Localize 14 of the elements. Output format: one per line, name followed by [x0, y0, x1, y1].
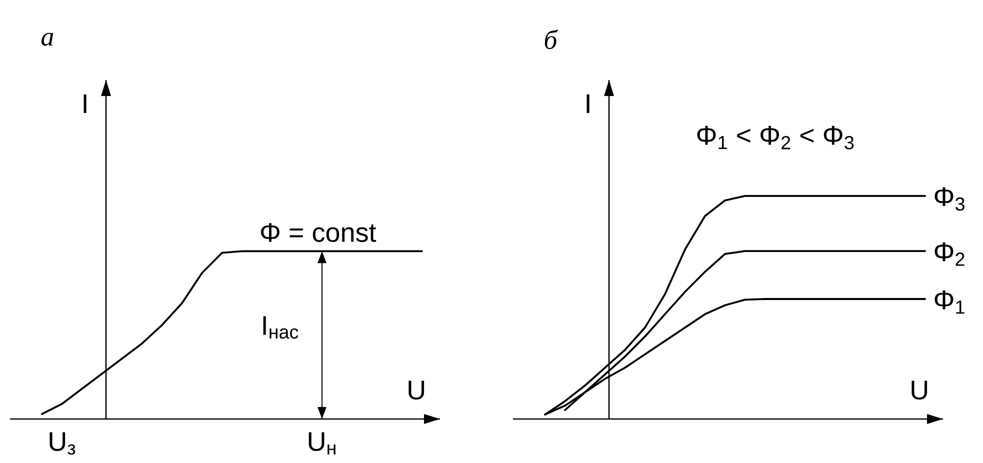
x-axis-title: U: [912, 380, 928, 400]
series-label: Φ$_{3}$: [934, 187, 964, 211]
series-label: Φ$_{2}$: [934, 242, 964, 266]
y-axis-title: I: [84, 94, 86, 114]
y-axis-title: I: [586, 94, 590, 114]
chart-title: а: [41, 32, 54, 46]
annotation: I$_{нас}$: [263, 316, 298, 339]
text: Φ$_{1}$ < Φ$_{2}$ < Φ$_{3}$: [697, 126, 854, 150]
x-tick-label: U$_{з}$: [50, 432, 76, 455]
series-label: Φ$_{1}$: [934, 290, 964, 314]
x-tick-label: U$_{н}$: [308, 432, 336, 454]
chart-title: б: [544, 30, 558, 50]
x-axis-title: U: [408, 380, 424, 400]
text: Φ = const: [261, 223, 376, 242]
